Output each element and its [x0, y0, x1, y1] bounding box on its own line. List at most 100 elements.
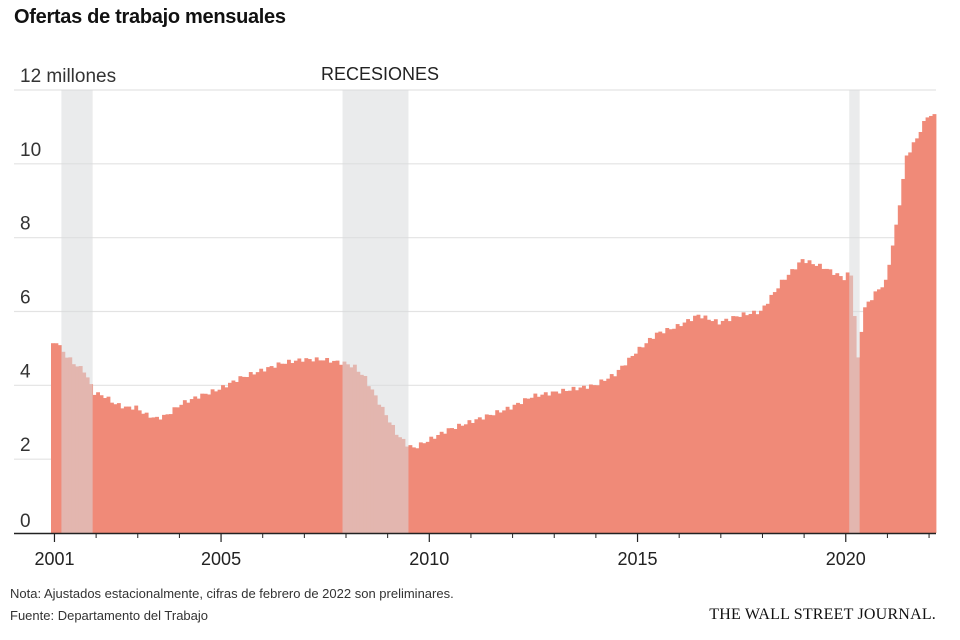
bar — [477, 417, 482, 533]
bar — [266, 367, 271, 533]
bar — [162, 414, 166, 533]
y-tick-label-4: 4 — [20, 361, 31, 382]
bar — [116, 403, 121, 533]
bar — [453, 429, 458, 533]
bar — [554, 391, 559, 533]
bar — [582, 385, 586, 533]
bar — [283, 363, 288, 533]
bar — [616, 369, 621, 533]
bar — [457, 423, 461, 533]
bar — [693, 315, 697, 533]
bar — [123, 406, 128, 533]
bar — [509, 409, 513, 533]
bar — [658, 331, 663, 533]
bar — [765, 303, 770, 533]
bar — [783, 279, 788, 533]
bar — [259, 368, 264, 533]
bar — [307, 359, 312, 533]
bar — [620, 365, 625, 533]
bar — [842, 280, 847, 533]
bar — [450, 428, 454, 533]
bar — [234, 381, 239, 533]
bar — [918, 131, 923, 534]
bar — [800, 259, 805, 533]
y-tick-label-0: 0 — [20, 511, 31, 532]
bar — [446, 428, 451, 533]
bar — [568, 390, 572, 533]
bar — [654, 332, 659, 533]
bar — [96, 392, 100, 533]
bar — [717, 324, 722, 533]
bar — [252, 374, 257, 533]
bar — [734, 316, 739, 533]
bar — [651, 338, 656, 533]
bar — [238, 376, 243, 533]
bar — [602, 380, 607, 533]
bar — [689, 321, 694, 533]
x-tick-label-2010: 2010 — [409, 549, 449, 569]
bar — [429, 436, 434, 533]
bar — [859, 331, 864, 533]
bar — [710, 321, 715, 533]
bar — [516, 402, 520, 533]
source-note: Fuente: Departamento del Trabajo — [10, 608, 209, 623]
bar — [495, 410, 500, 533]
bar — [863, 307, 867, 533]
bar — [103, 398, 107, 533]
bars-layer — [51, 114, 937, 534]
bar — [99, 395, 104, 533]
bar — [120, 408, 125, 533]
bar — [578, 387, 583, 533]
bar — [821, 268, 826, 533]
bar — [870, 300, 874, 533]
y-tick-label-10: 10 — [20, 140, 41, 161]
bar — [415, 448, 420, 533]
bar — [564, 391, 569, 533]
bar — [922, 121, 926, 534]
bar — [748, 313, 753, 533]
bar — [887, 264, 892, 533]
bar — [706, 319, 711, 533]
bar — [287, 359, 291, 533]
bar — [210, 389, 215, 533]
recession-layer: RECESIONES — [61, 64, 860, 533]
recession-label: RECESIONES — [321, 64, 439, 84]
bar — [425, 441, 430, 533]
bar — [221, 385, 225, 533]
bar — [679, 326, 684, 533]
bar — [144, 412, 149, 533]
bar — [880, 287, 885, 533]
bar — [411, 447, 416, 533]
bar — [481, 419, 486, 533]
bar — [904, 155, 909, 534]
bar — [623, 365, 628, 533]
bar — [165, 414, 170, 533]
bar — [561, 388, 566, 533]
bar — [835, 273, 840, 533]
bar — [311, 361, 316, 533]
bar — [557, 393, 562, 533]
bar — [290, 363, 295, 533]
bar — [536, 396, 541, 533]
recession-band-2 — [342, 90, 409, 533]
bar — [828, 269, 833, 533]
bar — [460, 425, 465, 533]
axis-layer: 2001 2005 2010 2015 2020 — [14, 532, 936, 569]
bar — [92, 394, 97, 533]
bar — [498, 412, 503, 533]
bar — [540, 394, 545, 533]
bar — [189, 399, 194, 533]
bar — [106, 396, 111, 533]
bar — [779, 279, 784, 533]
bar — [696, 314, 701, 533]
bar — [502, 410, 507, 533]
bar — [873, 291, 878, 533]
bar — [668, 329, 673, 533]
x-tick-label-2020: 2020 — [826, 549, 866, 569]
bar — [113, 404, 118, 533]
bar — [665, 328, 670, 533]
bar — [533, 393, 538, 533]
bar — [196, 398, 201, 533]
bar — [269, 366, 274, 533]
